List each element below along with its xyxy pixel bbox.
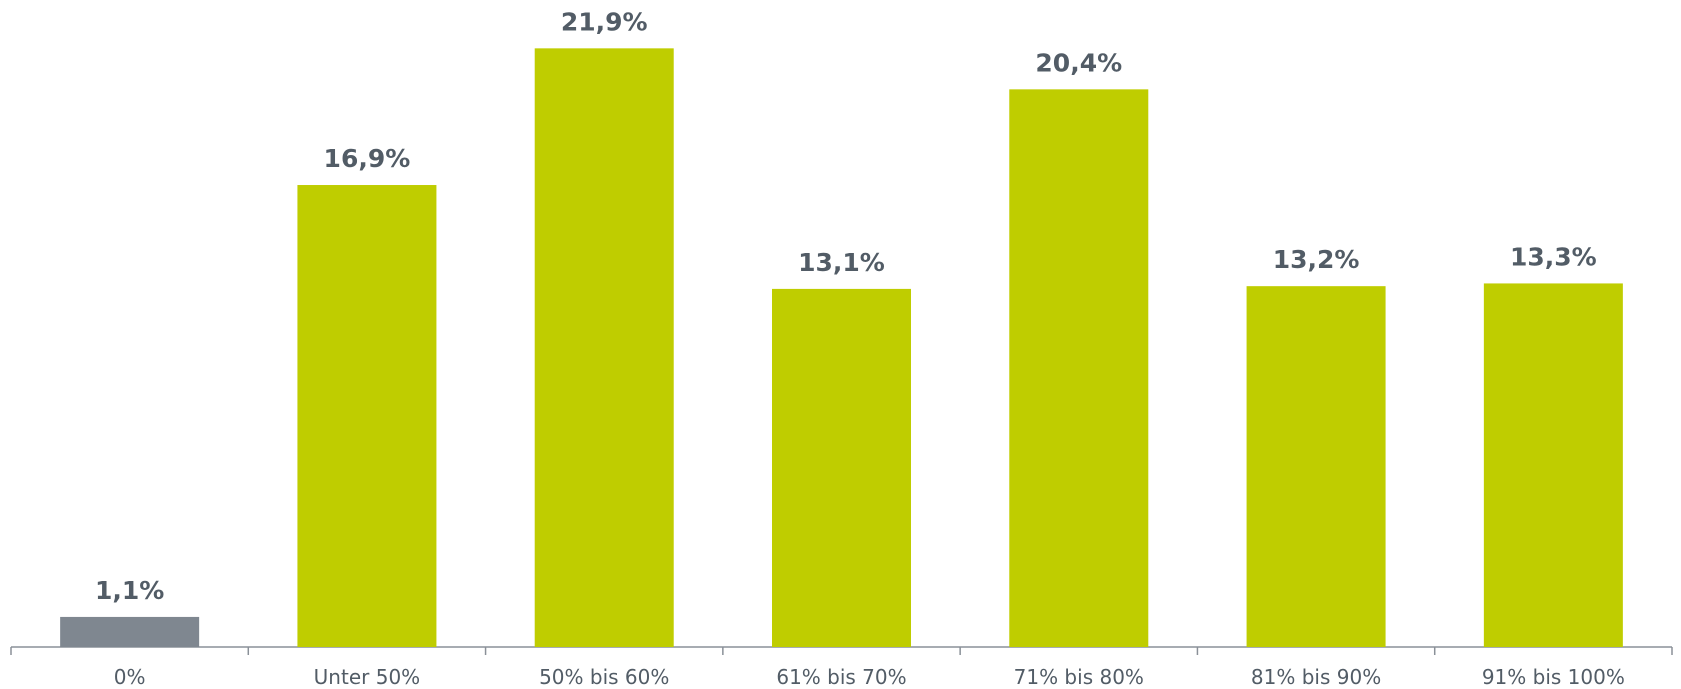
bar bbox=[1009, 89, 1149, 648]
bar bbox=[1483, 283, 1623, 647]
value-label: 13,2% bbox=[1273, 245, 1360, 274]
x-tick-label: 71% bis 80% bbox=[1014, 665, 1144, 689]
value-label: 13,3% bbox=[1510, 242, 1597, 271]
value-label: 13,1% bbox=[798, 248, 885, 277]
x-tick-label: 81% bis 90% bbox=[1251, 665, 1381, 689]
bar bbox=[60, 616, 200, 647]
value-label: 1,1% bbox=[95, 576, 164, 605]
x-tick-label: Unter 50% bbox=[314, 665, 421, 689]
bar bbox=[1246, 286, 1386, 647]
bar bbox=[772, 288, 911, 647]
value-label: 21,9% bbox=[561, 7, 648, 36]
bar bbox=[297, 185, 437, 647]
x-tick-label: 0% bbox=[114, 665, 146, 689]
bar bbox=[534, 48, 674, 647]
value-label: 16,9% bbox=[324, 144, 411, 173]
value-label: 20,4% bbox=[1035, 48, 1122, 77]
x-tick-label: 91% bis 100% bbox=[1482, 665, 1625, 689]
x-tick-label: 61% bis 70% bbox=[776, 665, 906, 689]
x-tick-label: 50% bis 60% bbox=[539, 665, 669, 689]
